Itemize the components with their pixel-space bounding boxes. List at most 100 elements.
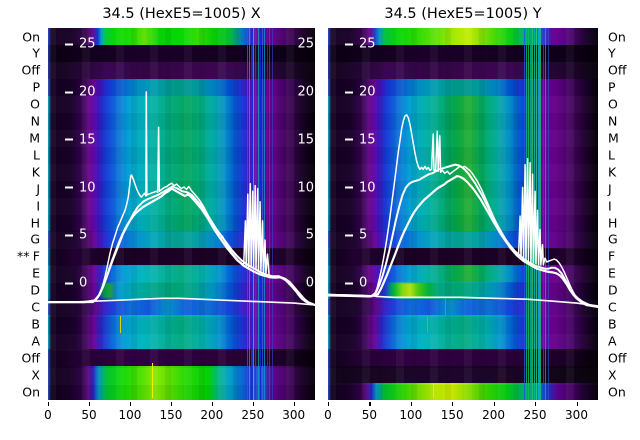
row-label-left-off-19: Off	[21, 350, 40, 366]
trace-latest-scan	[328, 114, 598, 308]
trace-scan-band-outer	[328, 174, 598, 308]
row-label-right-y-1: Y	[608, 45, 616, 61]
heatmap-row	[48, 349, 315, 367]
row-label-right-m-6: M	[608, 130, 619, 146]
tick-dash-icon	[65, 186, 73, 189]
profile-scale-value: 25	[359, 36, 376, 52]
row-label-right-g-12: G	[608, 231, 618, 247]
heatmap-row	[48, 315, 315, 333]
profile-scale-tick-right: 0	[305, 275, 314, 291]
profile-scale-tick: 10	[65, 180, 96, 195]
heatmap-row	[48, 61, 315, 80]
row-label-left-off-2: Off	[21, 62, 40, 78]
accent-line	[433, 383, 435, 399]
heatmap-row	[48, 163, 315, 181]
x-tick-mark	[535, 402, 537, 406]
profile-scale-tick-right: 25	[297, 36, 314, 52]
row-label-right-k-8: K	[608, 164, 617, 180]
heatmap-row	[48, 146, 315, 164]
accent-line	[427, 316, 429, 333]
row-label-right-on-21: On	[608, 384, 626, 399]
x-tick-mark	[328, 402, 330, 406]
row-label-right-o-4: O	[608, 96, 618, 112]
tick-dash-icon	[345, 282, 353, 284]
profile-scale-value: 15	[359, 132, 376, 148]
row-label-left-l-7: L	[33, 147, 40, 163]
row-label-right-x-20: X	[608, 367, 617, 383]
glitch-stripe	[264, 28, 266, 400]
row-label-left-f-13: F	[32, 248, 40, 264]
profile-scale-tick-right: 15	[297, 132, 314, 148]
heatmap-row	[48, 112, 315, 131]
heatmap-row	[48, 95, 315, 114]
x-tick-mark	[170, 402, 173, 406]
tick-dash-icon	[65, 282, 73, 284]
x-tick-label: 200	[482, 408, 506, 422]
x-tick-mark	[89, 402, 91, 406]
right-row-label-column: On Y Off P O N M L K J I H G F E D C B A Off X On	[608, 0, 640, 440]
tick-dash-icon	[345, 43, 353, 46]
x-tick-label: 150	[440, 408, 464, 422]
row-label-right-j-9: J	[608, 181, 612, 197]
row-label-right-e-14: E	[608, 265, 616, 281]
row-label-left-a-18: A	[31, 333, 40, 349]
tick-dash-icon	[65, 138, 73, 141]
x-tick-label: 150	[159, 408, 183, 422]
profile-scale-value: 5	[359, 227, 368, 243]
row-label-left-on-0: On	[22, 29, 40, 44]
accent-line	[444, 297, 446, 317]
glitch-stripe	[266, 28, 269, 400]
profile-scale-tick: 5	[65, 228, 87, 243]
glitch-stripe	[540, 28, 542, 400]
tick-dash-icon	[345, 186, 353, 189]
right-heatmap-plot: 25 20 15 10 5 0	[328, 28, 598, 400]
profile-scale-tick-right: 20	[297, 84, 314, 100]
left-x-axis: 0 50 100 150 200 250 300	[44, 400, 315, 428]
row-label-left-m-6: M	[29, 130, 40, 146]
left-plot-title: 34.5 (HexE5=1005) X	[102, 6, 261, 22]
trace-scan-band-inner	[48, 185, 315, 306]
row-label-right-f-13: F	[608, 248, 616, 264]
trace-latest-scan	[48, 91, 315, 306]
x-tick-label: 300	[565, 408, 588, 422]
profile-scale-tick: 25	[65, 37, 96, 52]
profile-scale-tick: 25	[345, 37, 376, 52]
heatmap-row	[48, 28, 315, 46]
trace-scan-band-outer	[48, 187, 315, 307]
row-label-right-l-7: L	[608, 147, 615, 163]
x-tick-label: 100	[118, 408, 142, 422]
profile-scale-value: 0	[359, 275, 368, 291]
tick-dash-icon	[345, 138, 353, 141]
profile-scale-value: 25	[79, 36, 96, 52]
profile-scale-tick: 5	[345, 228, 367, 243]
profile-scale-tick: 20	[345, 85, 376, 100]
glitch-stripe	[262, 28, 264, 400]
x-tick-mark	[211, 402, 213, 406]
accent-line	[152, 362, 154, 399]
profile-scale-tick-right: 5	[305, 227, 314, 243]
trace-scan-band-inner	[328, 163, 598, 308]
heatmap-row	[48, 298, 315, 317]
row-label-right-on-0: On	[608, 29, 626, 44]
profile-scale-value: 10	[79, 180, 96, 195]
row-label-right-n-5: N	[608, 113, 618, 129]
row-label-left-h-11: H	[30, 215, 40, 230]
x-tick-mark	[369, 402, 371, 406]
row-label-right-a-18: A	[608, 333, 617, 349]
profile-traces	[48, 91, 315, 307]
row-label-left-c-16: C	[31, 299, 40, 315]
row-label-left-x-20: X	[31, 367, 40, 383]
row-label-left-b-17: B	[31, 316, 40, 332]
tick-dash-icon	[345, 91, 353, 93]
x-tick-mark	[293, 402, 295, 406]
row-label-left-g-12: G	[30, 231, 40, 247]
x-tick-mark	[252, 402, 254, 406]
x-tick-label: 250	[241, 408, 265, 422]
heatmap-row	[48, 78, 315, 97]
x-tick-label: 250	[523, 408, 547, 422]
row-label-right-off-2: Off	[608, 62, 627, 78]
row-label-right-c-16: C	[608, 299, 617, 315]
x-tick-label: 0	[324, 408, 332, 422]
x-tick-label: 100	[399, 408, 423, 422]
